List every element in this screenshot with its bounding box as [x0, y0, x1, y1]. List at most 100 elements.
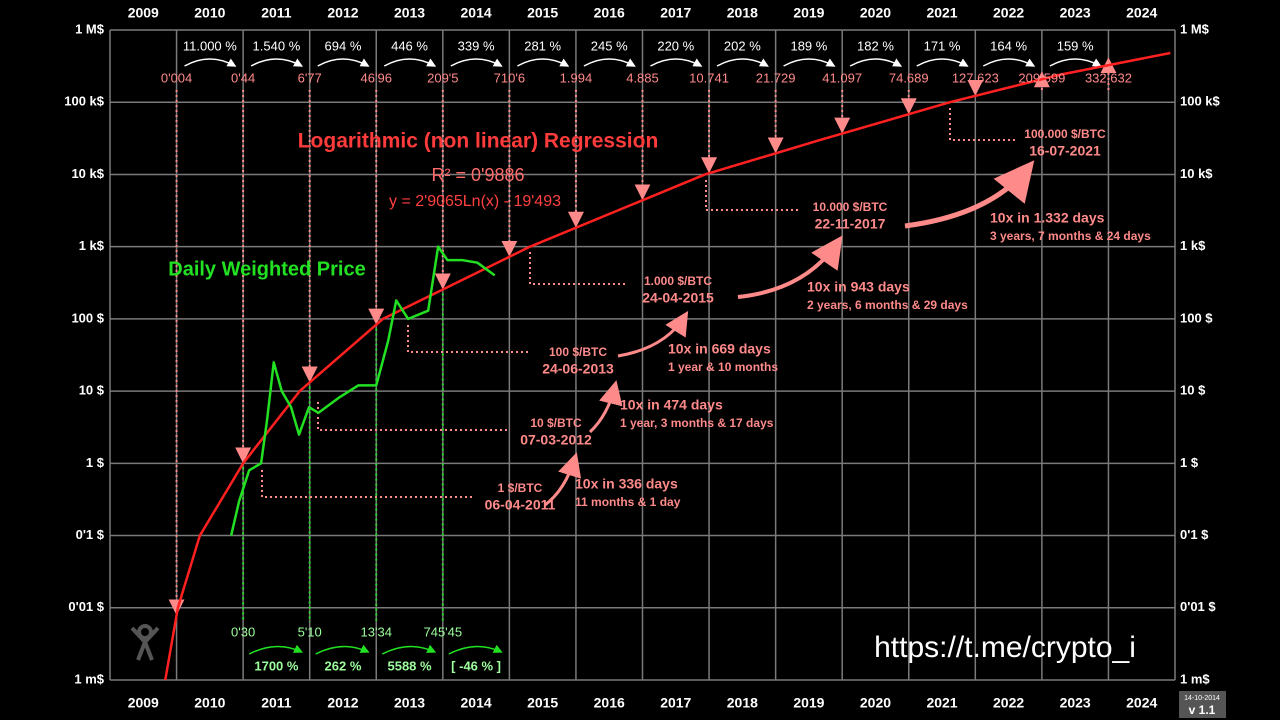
regression-name: Logarithmic (non linear) Regression — [298, 130, 659, 153]
milestone-date: 22-11-2017 — [815, 216, 886, 232]
growth-arrow — [716, 58, 769, 67]
x-label-bottom: 2017 — [660, 695, 691, 711]
span-detail: 2 years, 6 months & 29 days — [807, 298, 968, 312]
y-tick-label: 0'01 $ — [68, 599, 104, 614]
x-label-bottom: 2023 — [1060, 695, 1091, 711]
x-label-top: 2017 — [660, 5, 691, 21]
yearly-value: 21.729 — [756, 70, 796, 85]
decorations — [130, 108, 1226, 718]
milestone-date: 24-06-2013 — [542, 361, 614, 377]
growth-arrow — [250, 58, 304, 67]
x-label-top: 2022 — [993, 5, 1024, 21]
growth-arrow — [517, 58, 570, 67]
y-tick-label: 1 m$ — [74, 671, 104, 686]
span-days: 10x in 943 days — [807, 279, 910, 295]
early-price: 5'10 — [298, 624, 322, 639]
yearly-value: 41.097 — [822, 70, 862, 85]
x-label-top: 2015 — [527, 5, 558, 21]
yearly-value: 710'6 — [494, 70, 525, 85]
growth-pct: 171 % — [924, 38, 961, 53]
y-tick-label: 0'01 $ — [1180, 599, 1216, 614]
x-label-bottom: 2010 — [194, 695, 225, 711]
early-arrow — [315, 644, 370, 655]
yearly-value: 6'77 — [298, 70, 322, 85]
x-label-bottom: 2019 — [793, 695, 824, 711]
x-label-bottom: 2012 — [327, 695, 358, 711]
span-days: 10x in 474 days — [620, 397, 723, 413]
span-days: 10x in 336 days — [575, 476, 678, 492]
early-growth: 1700 % — [254, 658, 299, 673]
growth-pct: 11.000 % — [183, 38, 237, 53]
y-tick-label: 100 $ — [1180, 310, 1213, 325]
span-days: 10x in 1.332 days — [990, 210, 1105, 226]
x-label-top: 2021 — [926, 5, 957, 21]
x-label-bottom: 2021 — [926, 695, 957, 711]
x-label-bottom: 2009 — [128, 695, 159, 711]
x-label-bottom: 2022 — [993, 695, 1024, 711]
yearly-value: 209.599 — [1018, 70, 1065, 85]
y-tick-label: 1 k$ — [79, 238, 105, 253]
connector — [317, 402, 510, 431]
milestone-price: 10.000 $/BTC — [813, 200, 888, 214]
y-tick-label: 10 k$ — [71, 166, 104, 181]
milestone-price: 100 $/BTC — [549, 345, 607, 359]
growth-arrow — [650, 58, 703, 67]
x-label-top: 2014 — [461, 5, 492, 21]
version-date: 14-10-2014 — [1184, 695, 1220, 702]
y-tick-label: 100 k$ — [64, 94, 105, 109]
arrow — [617, 310, 689, 358]
growth-pct: 446 % — [391, 38, 428, 53]
x-label-top: 2024 — [1126, 5, 1157, 21]
connector — [949, 108, 1015, 141]
connector — [705, 180, 800, 211]
version: v 1.1 — [1189, 703, 1216, 717]
growth-pct: 220 % — [657, 38, 694, 53]
milestone-date: 07-03-2012 — [520, 432, 592, 448]
y-tick-label: 0'1 $ — [76, 527, 105, 542]
milestone-price: 100.000 $/BTC — [1024, 127, 1106, 141]
series-line — [164, 51, 1171, 681]
growth-pct: 182 % — [857, 38, 894, 53]
yearly-value: 0'004 — [161, 70, 192, 85]
yearly-value: 332.632 — [1085, 70, 1132, 85]
span-detail: 1 year, 3 months & 17 days — [620, 416, 774, 430]
x-label-top: 2009 — [128, 5, 159, 21]
early-price: 745'45 — [423, 624, 462, 639]
growth-pct: 164 % — [990, 38, 1027, 53]
yearly-value: 127.623 — [952, 70, 999, 85]
y-tick-label: 1 m$ — [1180, 671, 1210, 686]
growth-arrow — [916, 58, 969, 67]
growth-arrow — [982, 58, 1036, 67]
early-growth: 262 % — [325, 658, 362, 673]
early-arrow — [448, 644, 503, 655]
yearly-value: 1.994 — [560, 70, 593, 85]
milestone-price: 1 $/BTC — [498, 481, 543, 495]
logo — [130, 624, 160, 661]
early-price: 13'34 — [361, 624, 392, 639]
formula: y = 2'9065Ln(x) - 19'493 — [389, 193, 561, 210]
connector — [261, 470, 472, 498]
x-label-top: 2019 — [793, 5, 824, 21]
arrow — [737, 235, 843, 299]
growth-arrow — [783, 58, 836, 67]
milestone-date: 16-07-2021 — [1029, 143, 1101, 159]
x-label-top: 2018 — [727, 5, 758, 21]
yearly-value: 74.689 — [889, 70, 929, 85]
arrow — [588, 380, 623, 434]
y-tick-label: 1 $ — [1180, 455, 1199, 470]
y-tick-label: 0'1 $ — [1180, 527, 1209, 542]
x-label-bottom: 2013 — [394, 695, 425, 711]
x-label-top: 2020 — [860, 5, 891, 21]
x-label-bottom: 2016 — [594, 695, 625, 711]
y-tick-label: 10 k$ — [1180, 166, 1213, 181]
connectors — [261, 108, 1015, 498]
growth-arrow — [317, 58, 370, 67]
milestone-date: 06-04-2011 — [485, 497, 556, 513]
connector — [407, 325, 528, 353]
growth-arrow — [1049, 58, 1102, 67]
span-days: 10x in 669 days — [668, 341, 771, 357]
x-label-bottom: 2024 — [1126, 695, 1157, 711]
yearly-value: 4.885 — [626, 70, 659, 85]
yearly-value: 0'44 — [231, 70, 255, 85]
